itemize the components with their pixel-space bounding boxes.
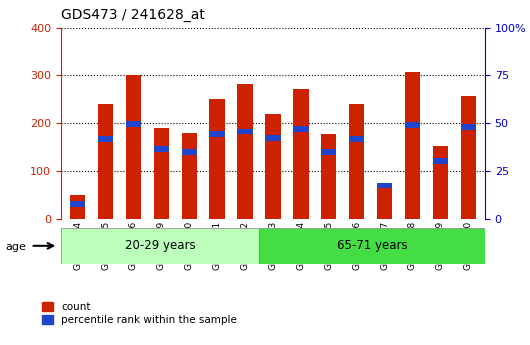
- Bar: [266, 135, 280, 140]
- Bar: [405, 72, 420, 219]
- Bar: [321, 149, 337, 155]
- Bar: [432, 146, 448, 219]
- Bar: [377, 183, 392, 219]
- FancyBboxPatch shape: [259, 228, 485, 264]
- Bar: [349, 136, 364, 141]
- Bar: [461, 96, 476, 219]
- Bar: [182, 149, 197, 155]
- Bar: [70, 195, 85, 219]
- Text: 65-71 years: 65-71 years: [337, 239, 407, 252]
- Bar: [405, 122, 420, 128]
- Bar: [70, 201, 85, 207]
- Bar: [293, 126, 308, 132]
- Bar: [126, 75, 141, 219]
- Bar: [154, 128, 169, 219]
- Text: 20-29 years: 20-29 years: [125, 239, 195, 252]
- Bar: [266, 114, 280, 219]
- Bar: [126, 121, 141, 127]
- Bar: [154, 146, 169, 151]
- Bar: [461, 124, 476, 130]
- Bar: [98, 136, 113, 141]
- Bar: [349, 104, 364, 219]
- Bar: [209, 131, 225, 137]
- Bar: [293, 89, 308, 219]
- Bar: [237, 129, 253, 134]
- Bar: [237, 84, 253, 219]
- Bar: [209, 99, 225, 219]
- Bar: [321, 134, 337, 219]
- Text: GDS473 / 241628_at: GDS473 / 241628_at: [61, 8, 205, 22]
- Text: age: age: [5, 242, 26, 252]
- Bar: [377, 183, 392, 188]
- Bar: [432, 158, 448, 164]
- Bar: [182, 133, 197, 219]
- FancyBboxPatch shape: [61, 228, 259, 264]
- Bar: [98, 104, 113, 219]
- Legend: count, percentile rank within the sample: count, percentile rank within the sample: [42, 302, 237, 325]
